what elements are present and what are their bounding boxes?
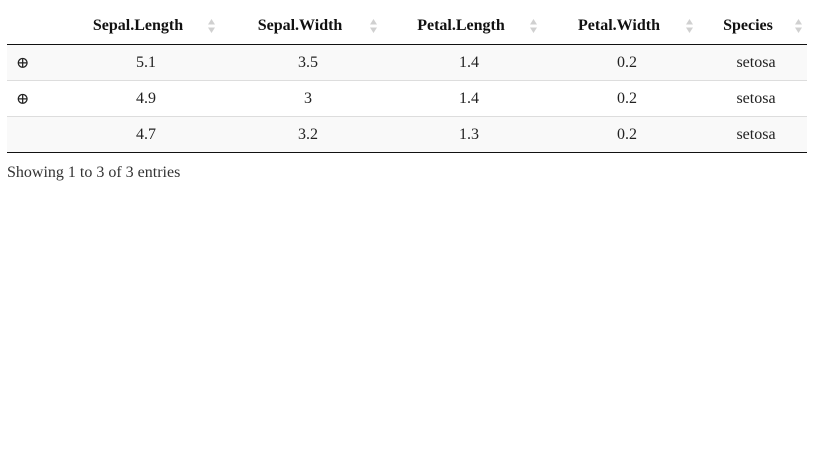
column-header-label: Species: [723, 16, 773, 34]
datatable-wrapper: Sepal.Length Sepal.Width Petal.Length Pe…: [7, 7, 807, 182]
column-header-control: [7, 7, 65, 45]
table-row: 4.7 3.2 1.3 0.2 setosa: [7, 116, 807, 153]
cell-species: setosa: [705, 80, 807, 117]
column-header-label: Sepal.Width: [257, 16, 343, 34]
header-row: Sepal.Length Sepal.Width Petal.Length Pe…: [7, 7, 807, 45]
sort-both-icon[interactable]: [794, 18, 803, 34]
column-header-petal-length[interactable]: Petal.Length: [389, 7, 549, 45]
circled-plus-icon[interactable]: ⊕: [16, 54, 30, 72]
table-row: ⊕ 5.1 3.5 1.4 0.2 setosa: [7, 44, 807, 81]
cell-sepal-length: 4.9: [65, 80, 227, 117]
sort-both-icon[interactable]: [529, 18, 538, 34]
cell-petal-length: 1.4: [389, 80, 549, 117]
table-info-text: Showing 1 to 3 of 3 entries: [7, 164, 181, 181]
column-header-label: Petal.Width: [578, 16, 660, 34]
cell-sepal-length: 5.1: [65, 44, 227, 81]
row-expand-control[interactable]: ⊕: [7, 80, 65, 117]
cell-sepal-length: 4.7: [65, 116, 227, 153]
cell-sepal-width: 3.5: [227, 44, 389, 81]
cell-species: setosa: [705, 44, 807, 81]
row-expand-control[interactable]: ⊕: [7, 44, 65, 81]
cell-sepal-width: 3: [227, 80, 389, 117]
circled-plus-icon[interactable]: ⊕: [16, 90, 30, 108]
table-header: Sepal.Length Sepal.Width Petal.Length Pe…: [7, 7, 807, 45]
column-header-sepal-width[interactable]: Sepal.Width: [227, 7, 389, 45]
data-table: Sepal.Length Sepal.Width Petal.Length Pe…: [7, 7, 807, 153]
column-header-species[interactable]: Species: [705, 7, 807, 45]
table-body: ⊕ 5.1 3.5 1.4 0.2 setosa ⊕ 4.9 3 1.4 0.2…: [7, 44, 807, 153]
sort-both-icon[interactable]: [685, 18, 694, 34]
column-header-petal-width[interactable]: Petal.Width: [549, 7, 705, 45]
cell-sepal-width: 3.2: [227, 116, 389, 153]
cell-petal-width: 0.2: [549, 80, 705, 117]
table-row: ⊕ 4.9 3 1.4 0.2 setosa: [7, 80, 807, 117]
cell-petal-width: 0.2: [549, 44, 705, 81]
cell-petal-length: 1.4: [389, 44, 549, 81]
cell-petal-width: 0.2: [549, 116, 705, 153]
row-expand-control: [7, 116, 65, 153]
sort-both-icon[interactable]: [369, 18, 378, 34]
cell-species: setosa: [705, 116, 807, 153]
cell-petal-length: 1.3: [389, 116, 549, 153]
column-header-sepal-length[interactable]: Sepal.Length: [65, 7, 227, 45]
sort-both-icon[interactable]: [207, 18, 216, 34]
column-header-label: Sepal.Length: [92, 16, 184, 34]
column-header-label: Petal.Length: [417, 16, 505, 34]
